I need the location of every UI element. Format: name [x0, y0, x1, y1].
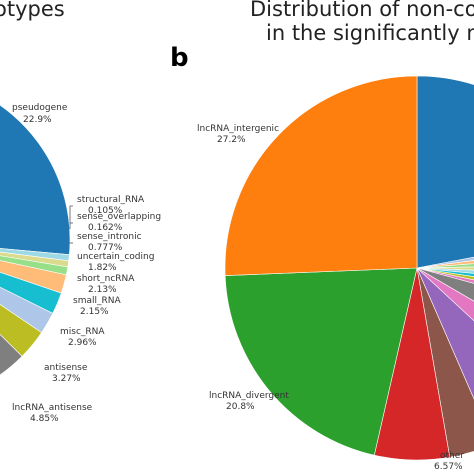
label-small-rna: small_RNA	[73, 296, 121, 306]
pie-b-slice-sliver-1	[416, 260, 474, 269]
label-lncrna-divergent: lncRNA_divergent	[209, 391, 289, 401]
value-antisense: 3.27%	[52, 374, 81, 384]
value-lncrna-intergenic: 27.2%	[217, 135, 246, 145]
pie-b-slice-other	[416, 267, 474, 400]
panel-a-title: otypes	[0, 0, 65, 21]
panel-a: otypes pseudogene 22.9% structural_RNA 0…	[0, 0, 161, 424]
label-short-ncrna: short_ncRNA	[77, 274, 135, 284]
pie-a-slices	[0, 104, 71, 376]
pie-a-slice-antisense	[0, 333, 23, 376]
panel-b-title-line2: in the significantly mutate	[266, 21, 474, 45]
pie-a-label-group: pseudogene 22.9% structural_RNA 0.105% s…	[12, 103, 161, 424]
panel-b-letter: b	[170, 43, 189, 73]
label-sense-intronic: sense_intronic	[77, 232, 142, 242]
value-small-rna: 2.15%	[80, 307, 109, 317]
label-structural-rna: structural_RNA	[77, 195, 145, 205]
value-lncrna-divergent: 20.8%	[226, 402, 255, 412]
label-uncertain-coding: uncertain_coding	[77, 252, 154, 262]
pie-a-slice-pseudogene	[0, 104, 71, 255]
pie-b-slice-blue	[416, 75, 474, 269]
label-misc-rna: misc_RNA	[60, 327, 105, 337]
label-lncrna-antisense: lncRNA_antisense	[12, 403, 93, 413]
label-pseudogene: pseudogene	[12, 103, 68, 113]
panel-b-title-line1: Distribution of non-coding l	[250, 0, 474, 21]
value-misc-rna: 2.96%	[68, 338, 97, 348]
value-pseudogene: 22.9%	[23, 115, 52, 125]
pie-b-slice-lncrna-intergenic	[224, 75, 418, 276]
panel-b: Distribution of non-coding l in the sign…	[170, 0, 474, 472]
pie-b-slices	[224, 75, 474, 461]
pie-b-slice-sliver-4	[416, 267, 474, 274]
value-sense-overlapping: 0.162%	[88, 223, 123, 233]
label-sense-overlapping: sense_overlapping	[77, 212, 161, 222]
value-sense-intronic: 0.777%	[88, 243, 123, 253]
pie-b-slice-sliver-0	[416, 256, 474, 269]
value-short-ncrna: 2.13%	[88, 285, 117, 295]
leader-line-structural-rna	[69, 205, 73, 229]
value-lncrna-antisense: 4.85%	[30, 414, 59, 424]
value-structural-rna: 0.105%	[88, 206, 123, 216]
pie-b-slice-lncrna-divergent	[224, 267, 418, 456]
pie-b-label-group: lncRNA_intergenic 27.2% lncRNA_divergent…	[197, 124, 464, 472]
pie-a-leader-lines	[69, 205, 73, 244]
label-other: other	[440, 451, 464, 461]
value-uncertain-coding: 1.82%	[88, 263, 117, 273]
label-antisense: antisense	[44, 363, 88, 373]
value-other: 6.57%	[434, 462, 463, 472]
label-lncrna-intergenic: lncRNA_intergenic	[197, 124, 279, 134]
